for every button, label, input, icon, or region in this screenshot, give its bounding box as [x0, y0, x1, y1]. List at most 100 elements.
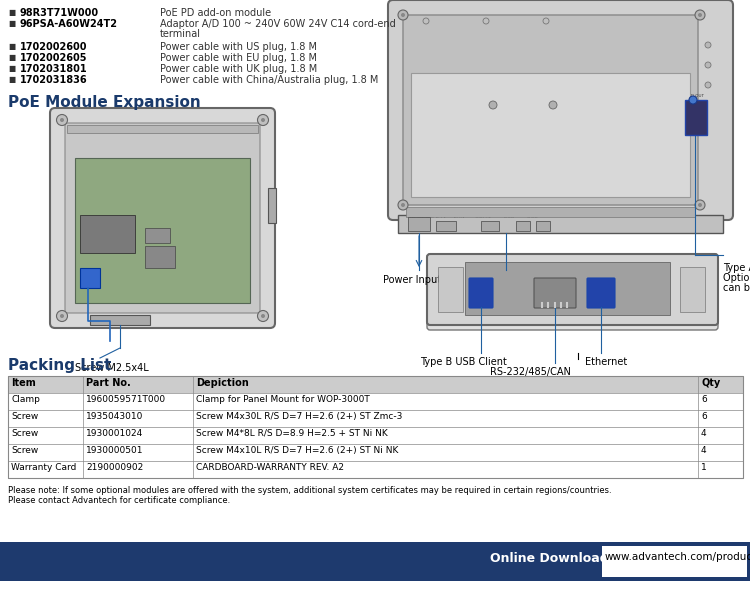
Text: Power Input: Power Input: [383, 275, 441, 285]
Circle shape: [56, 115, 68, 125]
Circle shape: [423, 18, 429, 24]
Text: Please note: If some optional modules are offered with the system, additional sy: Please note: If some optional modules ar…: [8, 486, 612, 495]
Circle shape: [398, 10, 408, 20]
Text: Warranty Card: Warranty Card: [11, 463, 76, 472]
Bar: [436, 221, 456, 231]
Bar: [680, 267, 705, 312]
Text: PoE PD add-on module: PoE PD add-on module: [160, 8, 272, 18]
Circle shape: [705, 42, 711, 48]
Text: Packing List: Packing List: [8, 358, 111, 373]
Text: 1960059571T000: 1960059571T000: [86, 395, 166, 404]
FancyBboxPatch shape: [50, 108, 275, 328]
Text: Screw M4*8L R/S D=8.9 H=2.5 + ST Ni NK: Screw M4*8L R/S D=8.9 H=2.5 + ST Ni NK: [196, 429, 388, 438]
Text: INPUT DC 24V    LAN      COM1       USB       USB: INPUT DC 24V LAN COM1 USB USB: [408, 214, 538, 219]
Bar: [685, 100, 707, 135]
Circle shape: [695, 200, 705, 210]
Text: 4: 4: [701, 429, 706, 438]
Text: 96PSA-A60W24T2: 96PSA-A60W24T2: [20, 19, 118, 29]
Bar: [8, 393, 743, 410]
Bar: [8, 427, 743, 444]
Circle shape: [705, 82, 711, 88]
Text: RS-232/485/CAN: RS-232/485/CAN: [490, 367, 571, 377]
Circle shape: [257, 310, 268, 322]
Text: Clamp: Clamp: [11, 395, 40, 404]
Text: 4: 4: [701, 446, 706, 455]
Text: ■: ■: [8, 19, 15, 28]
Text: 6: 6: [701, 412, 706, 421]
Text: Type B USB Client: Type B USB Client: [420, 357, 507, 367]
Text: 1930000501: 1930000501: [86, 446, 143, 455]
Circle shape: [698, 203, 702, 207]
Bar: [536, 221, 550, 231]
Text: 6: 6: [701, 395, 706, 404]
Text: Part No.: Part No.: [86, 378, 130, 388]
Circle shape: [257, 115, 268, 125]
Circle shape: [401, 13, 405, 17]
Circle shape: [698, 13, 702, 17]
Circle shape: [689, 96, 697, 104]
Text: 98R3T71W000: 98R3T71W000: [20, 8, 99, 18]
Text: Item: Item: [11, 378, 36, 388]
Circle shape: [60, 314, 64, 318]
FancyBboxPatch shape: [403, 15, 698, 205]
Bar: [406, 207, 695, 217]
Text: Power cable with EU plug, 1.8 M: Power cable with EU plug, 1.8 M: [160, 53, 317, 63]
Text: Please contact Advantech for certificate compliance.: Please contact Advantech for certificate…: [8, 496, 230, 505]
Bar: [67, 125, 258, 133]
FancyBboxPatch shape: [65, 123, 260, 313]
Bar: [145, 246, 175, 268]
Text: ■: ■: [8, 75, 15, 84]
Bar: [268, 188, 276, 223]
Text: B-B: B-B: [440, 307, 449, 312]
Text: Screw M4x30L R/S D=7 H=2.6 (2+) ST Zmc-3: Screw M4x30L R/S D=7 H=2.6 (2+) ST Zmc-3: [196, 412, 402, 421]
Text: Online Download: Online Download: [490, 552, 609, 565]
Bar: [8, 376, 743, 478]
Circle shape: [705, 62, 711, 68]
Text: Screw: Screw: [11, 446, 38, 455]
Text: can be customized: can be customized: [723, 283, 750, 293]
Bar: [80, 268, 100, 288]
Text: 1702002605: 1702002605: [20, 53, 88, 63]
Circle shape: [261, 314, 265, 318]
Text: Screw: Screw: [11, 429, 38, 438]
Circle shape: [398, 200, 408, 210]
Bar: [602, 546, 747, 577]
Text: ■: ■: [8, 53, 15, 62]
Bar: [465, 262, 670, 315]
Bar: [408, 217, 430, 231]
Text: Depiction: Depiction: [196, 378, 249, 388]
Bar: [516, 221, 530, 231]
Bar: [80, 272, 98, 285]
Text: Qty: Qty: [701, 378, 720, 388]
FancyBboxPatch shape: [534, 278, 576, 308]
FancyBboxPatch shape: [427, 254, 718, 325]
Text: Screw: Screw: [11, 412, 38, 421]
Bar: [481, 221, 499, 231]
Text: 2190000902: 2190000902: [86, 463, 143, 472]
Bar: [8, 410, 743, 427]
Text: 1702031801: 1702031801: [20, 64, 88, 74]
Bar: [8, 376, 743, 393]
Bar: [411, 73, 690, 197]
Text: ■: ■: [8, 64, 15, 73]
Bar: [75, 158, 250, 303]
Text: Power cable with UK plug, 1.8 M: Power cable with UK plug, 1.8 M: [160, 64, 317, 74]
Circle shape: [695, 10, 705, 20]
Text: 1: 1: [701, 463, 706, 472]
FancyBboxPatch shape: [427, 312, 718, 330]
FancyBboxPatch shape: [469, 278, 493, 308]
FancyBboxPatch shape: [587, 278, 615, 308]
Text: Type A USB Host: Type A USB Host: [723, 263, 750, 273]
Text: Ethernet: Ethernet: [585, 357, 627, 367]
Text: terminal: terminal: [160, 29, 201, 39]
Text: Adaptor A/D 100 ~ 240V 60W 24V C14 cord-end: Adaptor A/D 100 ~ 240V 60W 24V C14 cord-…: [160, 19, 396, 29]
Circle shape: [261, 118, 265, 122]
Text: B-B: B-B: [683, 307, 692, 312]
Bar: [0, 542, 750, 581]
Circle shape: [549, 101, 557, 109]
Text: Power cable with China/Australia plug, 1.8 M: Power cable with China/Australia plug, 1…: [160, 75, 378, 85]
Text: ■: ■: [8, 42, 15, 51]
Bar: [145, 228, 170, 243]
Circle shape: [483, 18, 489, 24]
Bar: [8, 461, 743, 478]
